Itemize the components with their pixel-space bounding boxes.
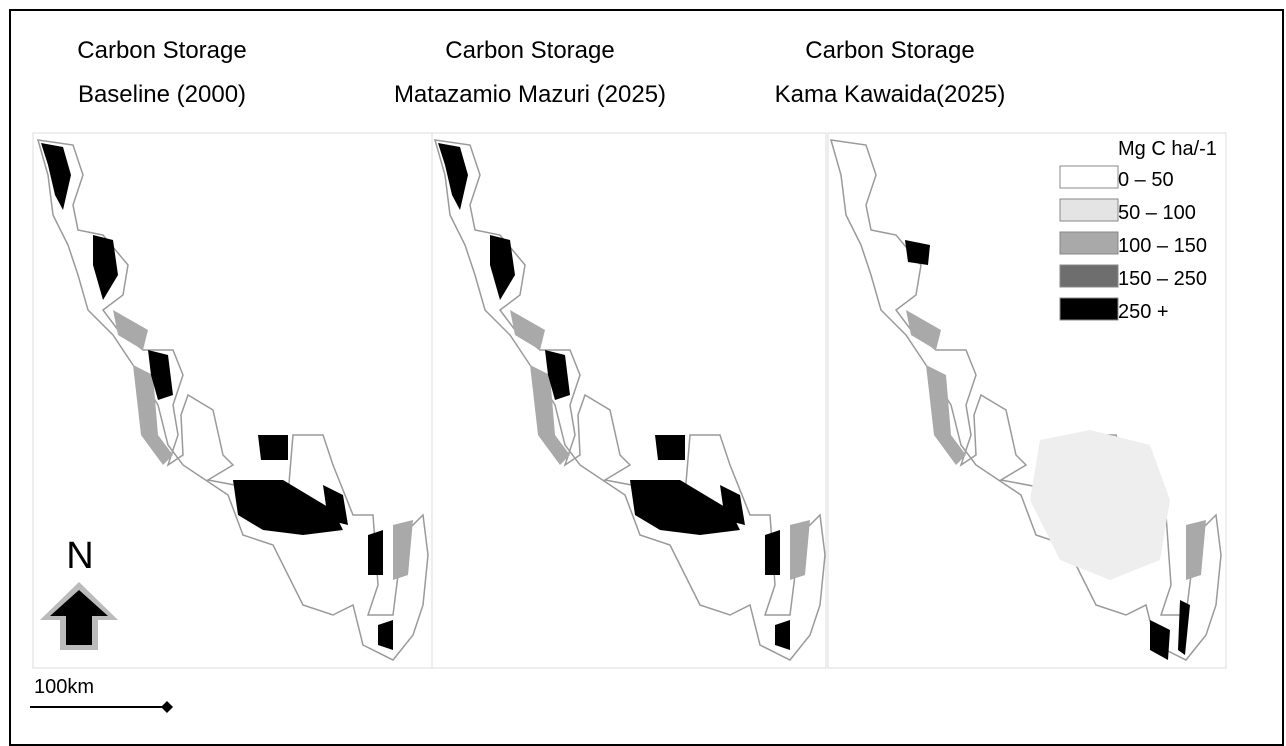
- map-panel: [827, 132, 1227, 669]
- panel-title: Kama Kawaida(2025): [775, 81, 1006, 108]
- legend-swatch: [1059, 165, 1119, 189]
- figure-border: [9, 9, 1284, 746]
- scale-bar: 100km: [30, 676, 173, 713]
- map-panel: [32, 132, 433, 669]
- scale-label: 100km: [34, 676, 94, 698]
- north-arrow: N: [40, 535, 118, 650]
- scale-end: [161, 701, 173, 713]
- legend-label: 50 – 100: [1118, 202, 1196, 224]
- legend-label: 150 – 250: [1118, 268, 1207, 290]
- arrow: [50, 590, 108, 645]
- legend-swatch: [1059, 297, 1119, 321]
- panel-title: Carbon Storage: [77, 37, 246, 64]
- panel-title: Carbon Storage: [805, 37, 974, 64]
- carbon-patches-low: [1030, 430, 1170, 580]
- legend-swatch: [1059, 231, 1119, 255]
- north-label: N: [66, 535, 93, 577]
- legend: Mg C ha/-1 0 – 50 50 – 100 100 – 150 150 – …: [1059, 138, 1217, 323]
- legend-label: 100 – 150: [1118, 235, 1207, 257]
- legend-label: 250 +: [1118, 301, 1169, 323]
- panel-title: Baseline (2000): [78, 81, 246, 108]
- map-panel: [431, 132, 827, 669]
- panel-title: Carbon Storage: [445, 37, 614, 64]
- legend-swatch: [1059, 264, 1119, 288]
- legend-label: 0 – 50: [1118, 169, 1174, 191]
- legend-title: Mg C ha/-1: [1118, 138, 1217, 160]
- panel-title: Matazamio Mazuri (2025): [394, 81, 666, 108]
- legend-swatch: [1059, 198, 1119, 222]
